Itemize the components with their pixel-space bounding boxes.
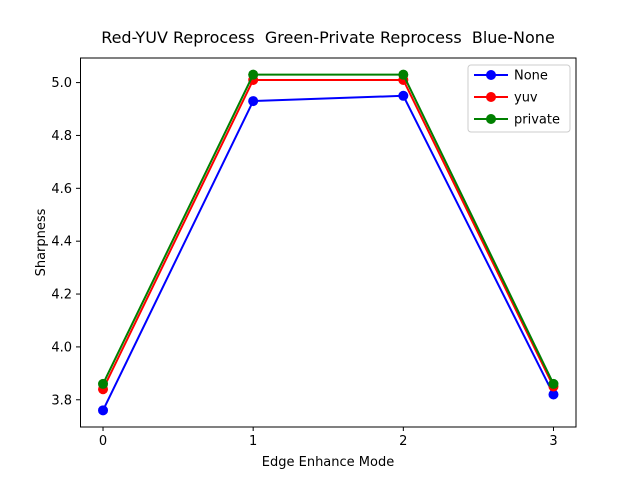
legend: None yuv private [467, 64, 571, 133]
data-point-private [248, 69, 259, 80]
y-axis-label: Sharpness [34, 208, 49, 276]
data-point-None [398, 90, 409, 101]
data-point-None [248, 96, 259, 107]
data-point-None [98, 405, 109, 416]
legend-handle-marker [486, 70, 496, 80]
series-private [98, 69, 559, 389]
y-tick-label: 4.2 [51, 288, 72, 303]
y-tick-label: 4.6 [51, 182, 72, 197]
x-tick-label: 3 [549, 434, 557, 449]
data-point-private [98, 378, 109, 389]
x-tick-label: 0 [99, 434, 107, 449]
legend-item-yuv: yuv [474, 91, 538, 106]
series-None [98, 90, 559, 416]
legend-handle-marker [486, 114, 496, 124]
series-line-yuv [102, 78, 555, 390]
legend-item-private: private [474, 113, 560, 128]
series-line-private [102, 73, 555, 385]
y-tick-label: 4.4 [51, 235, 72, 250]
y-tick-label: 5.0 [51, 76, 72, 91]
chart-title: Red-YUV Reprocess Green-Private Reproces… [101, 28, 555, 47]
legend-label: private [514, 113, 560, 128]
axes-layer: 0 1 2 3 3.8 4.0 4.2 4.4 4.6 4.8 5.0 [51, 57, 577, 449]
y-tick-label: 4.8 [51, 129, 72, 144]
series-line-None [102, 94, 555, 411]
legend-handle-marker [486, 92, 496, 102]
legend-label: None [514, 69, 548, 84]
x-tick-label: 1 [249, 434, 257, 449]
x-axis-label: Edge Enhance Mode [262, 455, 394, 470]
data-point-private [398, 69, 409, 80]
x-tick-label: 2 [399, 434, 407, 449]
plot-spines [80, 57, 577, 428]
y-tick-label: 4.0 [51, 340, 72, 355]
legend-label: yuv [514, 91, 538, 106]
y-tick-label: 3.8 [51, 393, 72, 408]
legend-item-None: None [474, 69, 548, 84]
data-point-None [548, 389, 559, 400]
series-layer [98, 69, 559, 416]
data-point-private [548, 378, 559, 389]
